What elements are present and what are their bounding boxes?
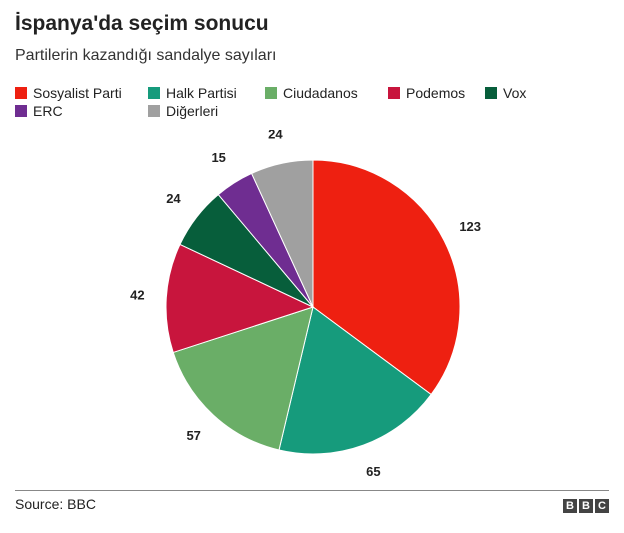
legend-swatch xyxy=(148,105,160,117)
slice-value-label: 65 xyxy=(366,464,380,479)
legend: Sosyalist Parti Halk Partisi Ciudadanos Pod… xyxy=(15,85,615,125)
slice-value-label: 42 xyxy=(130,287,144,302)
legend-item: Sosyalist Parti xyxy=(15,85,122,101)
legend-item: Diğerleri xyxy=(148,103,218,119)
legend-item: Halk Partisi xyxy=(148,85,237,101)
slice-value-label: 24 xyxy=(166,191,181,206)
legend-item: ERC xyxy=(15,103,63,119)
legend-label: Diğerleri xyxy=(166,103,219,119)
legend-label: Podemos xyxy=(406,85,466,101)
bbc-logo-letter: B xyxy=(563,499,577,513)
pie-slice xyxy=(312,159,461,396)
bbc-logo-letter: B xyxy=(579,499,593,513)
legend-swatch xyxy=(148,87,160,99)
legend-item: Vox xyxy=(485,85,526,101)
legend-swatch xyxy=(485,87,497,99)
bbc-logo-letter: C xyxy=(595,499,609,513)
chart-subtitle: Partilerin kazandığı sandalye sayıları xyxy=(15,47,277,64)
legend-label: Halk Partisi xyxy=(166,85,237,101)
bbc-logo: B B C xyxy=(563,499,609,513)
legend-swatch xyxy=(265,87,277,99)
slice-value-label: 123 xyxy=(459,219,481,234)
pie-chart: 123 65 57 42 24 15 24 xyxy=(130,130,481,479)
footer-divider xyxy=(15,490,609,491)
pie-slice xyxy=(165,243,315,354)
chart-title: İspanya'da seçim sonucu xyxy=(15,12,269,35)
slice-value-label: 15 xyxy=(211,150,225,165)
legend-label: Vox xyxy=(503,85,527,101)
source-text: Source: BBC xyxy=(15,496,96,512)
legend-item: Podemos xyxy=(388,85,465,101)
legend-label: ERC xyxy=(33,103,63,119)
legend-label: Sosyalist Parti xyxy=(33,85,122,101)
legend-swatch xyxy=(15,87,27,99)
slice-value-label: 57 xyxy=(186,428,200,443)
legend-swatch xyxy=(15,105,27,117)
legend-swatch xyxy=(388,87,400,99)
legend-item: Ciudadanos xyxy=(265,85,358,101)
slice-value-label: 24 xyxy=(268,130,283,142)
pie-slice xyxy=(250,159,314,308)
legend-label: Ciudadanos xyxy=(283,85,358,101)
pie-slice xyxy=(172,306,314,451)
pie-slice xyxy=(278,306,432,455)
